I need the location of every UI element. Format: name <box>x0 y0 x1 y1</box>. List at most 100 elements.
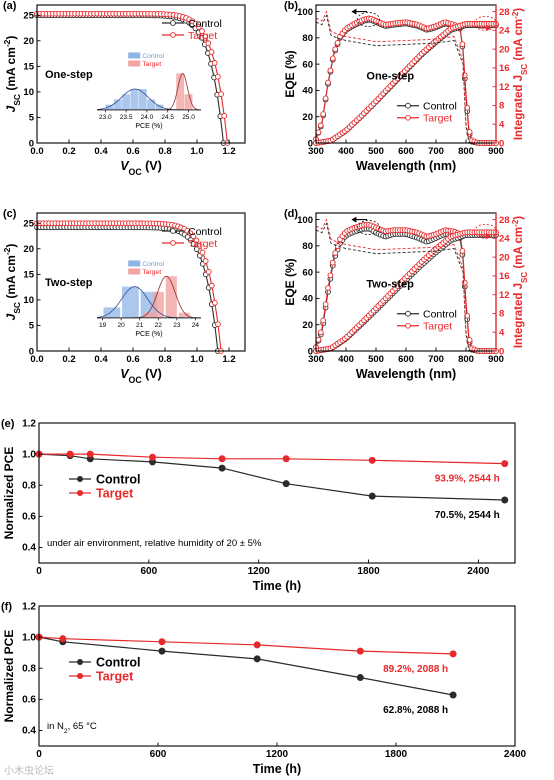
eqe-point <box>315 129 322 136</box>
label-target: 93.9%, 2544 h <box>435 474 500 485</box>
jv-point <box>187 237 194 243</box>
jv-point <box>196 242 203 249</box>
panel-label: (a) <box>3 0 17 12</box>
eqe-point <box>329 55 336 62</box>
y-tick-label: 80 <box>302 33 313 44</box>
legend-marker <box>170 240 176 246</box>
legend-label: Control <box>188 226 222 238</box>
x-tick-label: 0 <box>36 749 42 760</box>
inset-tick-label: 23.0 <box>99 114 112 121</box>
method-annotation: One-step <box>45 69 93 81</box>
legend-marker <box>170 32 176 38</box>
y-tick-label: 20 <box>23 244 34 255</box>
histogram-bar-control <box>122 286 139 318</box>
legend-marker <box>77 490 83 496</box>
stability-point <box>282 480 290 488</box>
y-tick-label: 10 <box>23 295 34 306</box>
arrow-head-right <box>486 25 492 31</box>
y-tick-label: 0.8 <box>22 664 36 675</box>
histogram-bar-control <box>105 104 114 110</box>
x-tick-label: 1.2 <box>222 354 235 365</box>
legend-marker <box>405 102 411 109</box>
x-tick-label: 0.4 <box>94 354 108 365</box>
condition-text: under air environment, relative humidity… <box>47 538 262 549</box>
panel-label: (d) <box>284 208 298 220</box>
x-tick-label: 0.0 <box>30 354 43 365</box>
label-control: 62.8%, 2088 h <box>383 705 448 716</box>
x-tick-label: 1800 <box>357 566 380 577</box>
y-tick-label: 0.6 <box>22 695 36 706</box>
stability-point <box>59 635 67 643</box>
y-tick-label: 25 <box>23 219 34 230</box>
x-axis-label: Wavelength (nm) <box>356 367 456 381</box>
panel-label: (b) <box>284 0 298 12</box>
stability-point <box>282 455 290 463</box>
jv-point <box>205 40 212 47</box>
reference-dashed-line <box>315 10 470 140</box>
y-tick-label: 25 <box>23 11 34 22</box>
arrow-head-left <box>351 216 357 223</box>
histogram-bar-target <box>176 73 185 110</box>
histogram-bar-control <box>122 94 131 110</box>
stability-point <box>158 638 166 646</box>
legend-label: Control <box>423 101 457 113</box>
y-right-tick-label: 8 <box>499 101 504 112</box>
x-tick-label: 2400 <box>467 566 490 577</box>
x-tick-label: 400 <box>338 146 354 157</box>
stability-point <box>149 453 157 461</box>
y-tick-label: 0.8 <box>22 481 36 492</box>
eqe-point <box>327 67 334 74</box>
x-tick-label: 0.6 <box>126 146 139 157</box>
y-right-tick-label: 4 <box>499 328 505 339</box>
panel-label: (e) <box>1 418 15 430</box>
legend-label: Control <box>423 309 457 321</box>
jv-point <box>208 282 215 289</box>
inset-legend-label: Target <box>142 269 161 276</box>
legend-label: Target <box>423 321 452 333</box>
jv-point <box>211 60 218 66</box>
inset-tick-label: 24 <box>192 322 200 329</box>
y-axis-label: JSC (mA cm-2) <box>2 36 22 113</box>
stability-point <box>86 450 94 458</box>
eqe-point <box>322 301 329 308</box>
x-tick-label: 2400 <box>504 749 527 760</box>
y-tick-label: 1.2 <box>22 418 36 429</box>
stability-point <box>218 464 226 472</box>
y-right-tick-label: 0 <box>499 346 504 357</box>
y-tick-label: 0 <box>308 138 313 149</box>
jv-point <box>190 233 197 240</box>
inset-tick-label: 23 <box>173 322 181 329</box>
panel-b: (b)300 400 500 600 700 800 9000204060801000481… <box>283 0 529 173</box>
x-tick-label: 0.4 <box>94 146 108 157</box>
jv-point <box>202 33 209 40</box>
x-tick-label: 500 <box>368 146 384 157</box>
x-tick-label: 300 <box>308 354 324 365</box>
y-tick-label: 60 <box>302 267 313 278</box>
panel-label: (c) <box>3 208 17 220</box>
jv-point <box>199 249 206 256</box>
stability-line-target <box>39 453 505 465</box>
x-tick-label: 0.8 <box>158 354 171 365</box>
jv-point <box>193 237 200 244</box>
stability-point <box>218 455 226 463</box>
x-tick-label: 800 <box>458 146 474 157</box>
eqe-point <box>315 336 322 343</box>
legend-label: Control <box>96 473 140 487</box>
y-tick-label: 40 <box>302 294 313 305</box>
legend-marker <box>170 20 176 26</box>
x-axis-label: VOC (V) <box>120 367 162 385</box>
y-right-tick-label: 12 <box>499 290 510 301</box>
histogram-bar-target <box>165 276 177 318</box>
x-tick-label: 600 <box>150 749 167 760</box>
eqe-point <box>327 272 334 279</box>
y-right-tick-label: 8 <box>499 309 504 320</box>
y-tick-label: 0 <box>308 346 313 357</box>
eqe-point <box>334 243 341 249</box>
y-tick-label: 0 <box>29 138 34 149</box>
method-annotation: Two-step <box>45 277 93 289</box>
inset-legend-swatch <box>128 60 141 67</box>
x-axis-label: Time (h) <box>253 762 301 776</box>
panel-label: (f) <box>1 601 12 613</box>
inset-tick-label: 22 <box>155 322 163 329</box>
inset-tick-label: 24.0 <box>141 114 154 121</box>
